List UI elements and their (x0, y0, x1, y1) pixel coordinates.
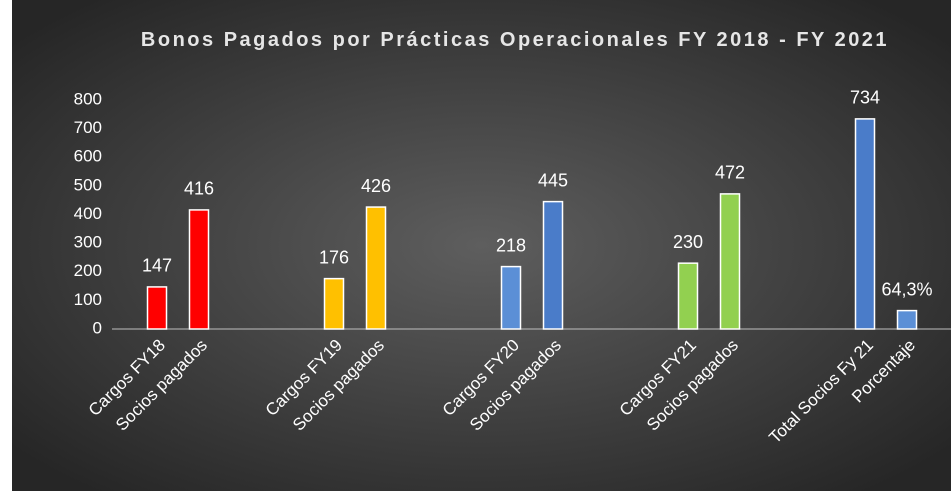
data-label: 445 (538, 170, 568, 190)
data-label: 230 (673, 232, 703, 252)
data-label: 734 (850, 88, 880, 108)
y-tick-label: 300 (74, 233, 102, 252)
data-label: 147 (142, 256, 172, 276)
chart-background (12, 0, 951, 491)
data-label: 416 (184, 179, 214, 199)
y-tick-label: 800 (74, 89, 102, 108)
bar (500, 265, 522, 330)
y-tick-label: 600 (74, 147, 102, 166)
bar (542, 200, 564, 330)
y-tick-label: 400 (74, 204, 102, 223)
y-tick-label: 100 (74, 290, 102, 309)
data-label: 426 (361, 176, 391, 196)
bar (896, 309, 918, 330)
chart-title: Bonos Pagados por Prácticas Operacionale… (140, 29, 890, 51)
bar (365, 206, 387, 330)
y-tick-label: 0 (93, 318, 102, 337)
bar (854, 118, 876, 330)
bar (146, 286, 168, 330)
data-label: 218 (496, 235, 526, 255)
y-tick-label: 500 (74, 175, 102, 194)
bar (323, 277, 345, 330)
y-tick-label: 200 (74, 261, 102, 280)
bar (677, 262, 699, 330)
data-label: 176 (319, 247, 349, 267)
bar (719, 193, 741, 330)
bar (188, 209, 210, 330)
data-label: 472 (715, 163, 745, 183)
data-label: 64,3% (881, 279, 932, 299)
y-tick-label: 700 (74, 118, 102, 137)
